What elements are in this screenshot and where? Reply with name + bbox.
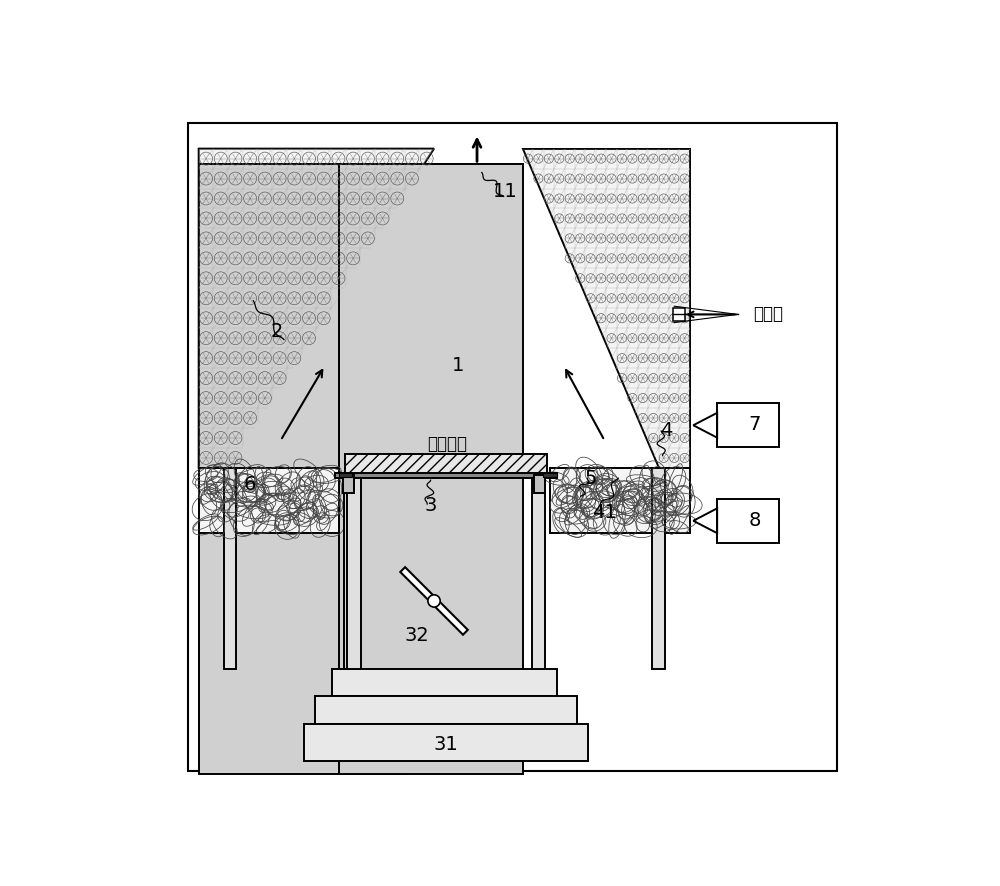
Bar (315, 696, 577, 724)
Bar (345, 455, 547, 472)
Bar (534, 476, 545, 494)
Bar (717, 403, 779, 447)
Polygon shape (199, 149, 434, 468)
Text: 7: 7 (749, 416, 761, 434)
Circle shape (428, 595, 440, 607)
Bar (332, 669, 557, 696)
Text: 4: 4 (660, 421, 672, 439)
Bar (550, 468, 690, 532)
Text: 8: 8 (749, 511, 761, 530)
Text: 6: 6 (244, 476, 256, 494)
Bar (652, 468, 665, 669)
Bar (335, 472, 557, 478)
Text: 1: 1 (452, 356, 464, 375)
Text: 固体材料: 固体材料 (427, 435, 467, 453)
Text: 5: 5 (585, 469, 597, 487)
Polygon shape (400, 567, 468, 634)
Polygon shape (523, 149, 690, 468)
Text: 热解气: 热解气 (753, 306, 783, 323)
Bar (199, 468, 339, 532)
Text: 3: 3 (424, 496, 437, 515)
Bar (717, 499, 779, 543)
Text: 31: 31 (433, 734, 458, 754)
Bar (673, 307, 685, 322)
Bar (339, 473, 352, 478)
Text: 11: 11 (493, 183, 518, 201)
Bar (343, 476, 354, 494)
Bar (199, 164, 407, 773)
Bar (344, 478, 353, 669)
Bar (304, 724, 588, 761)
Bar (532, 478, 545, 669)
Bar (339, 164, 523, 773)
Bar (543, 473, 557, 478)
Text: 2: 2 (271, 322, 283, 341)
Bar (347, 478, 361, 669)
Text: 41: 41 (592, 502, 617, 522)
Text: 32: 32 (405, 626, 429, 644)
Bar (224, 468, 236, 669)
Bar (535, 478, 544, 669)
